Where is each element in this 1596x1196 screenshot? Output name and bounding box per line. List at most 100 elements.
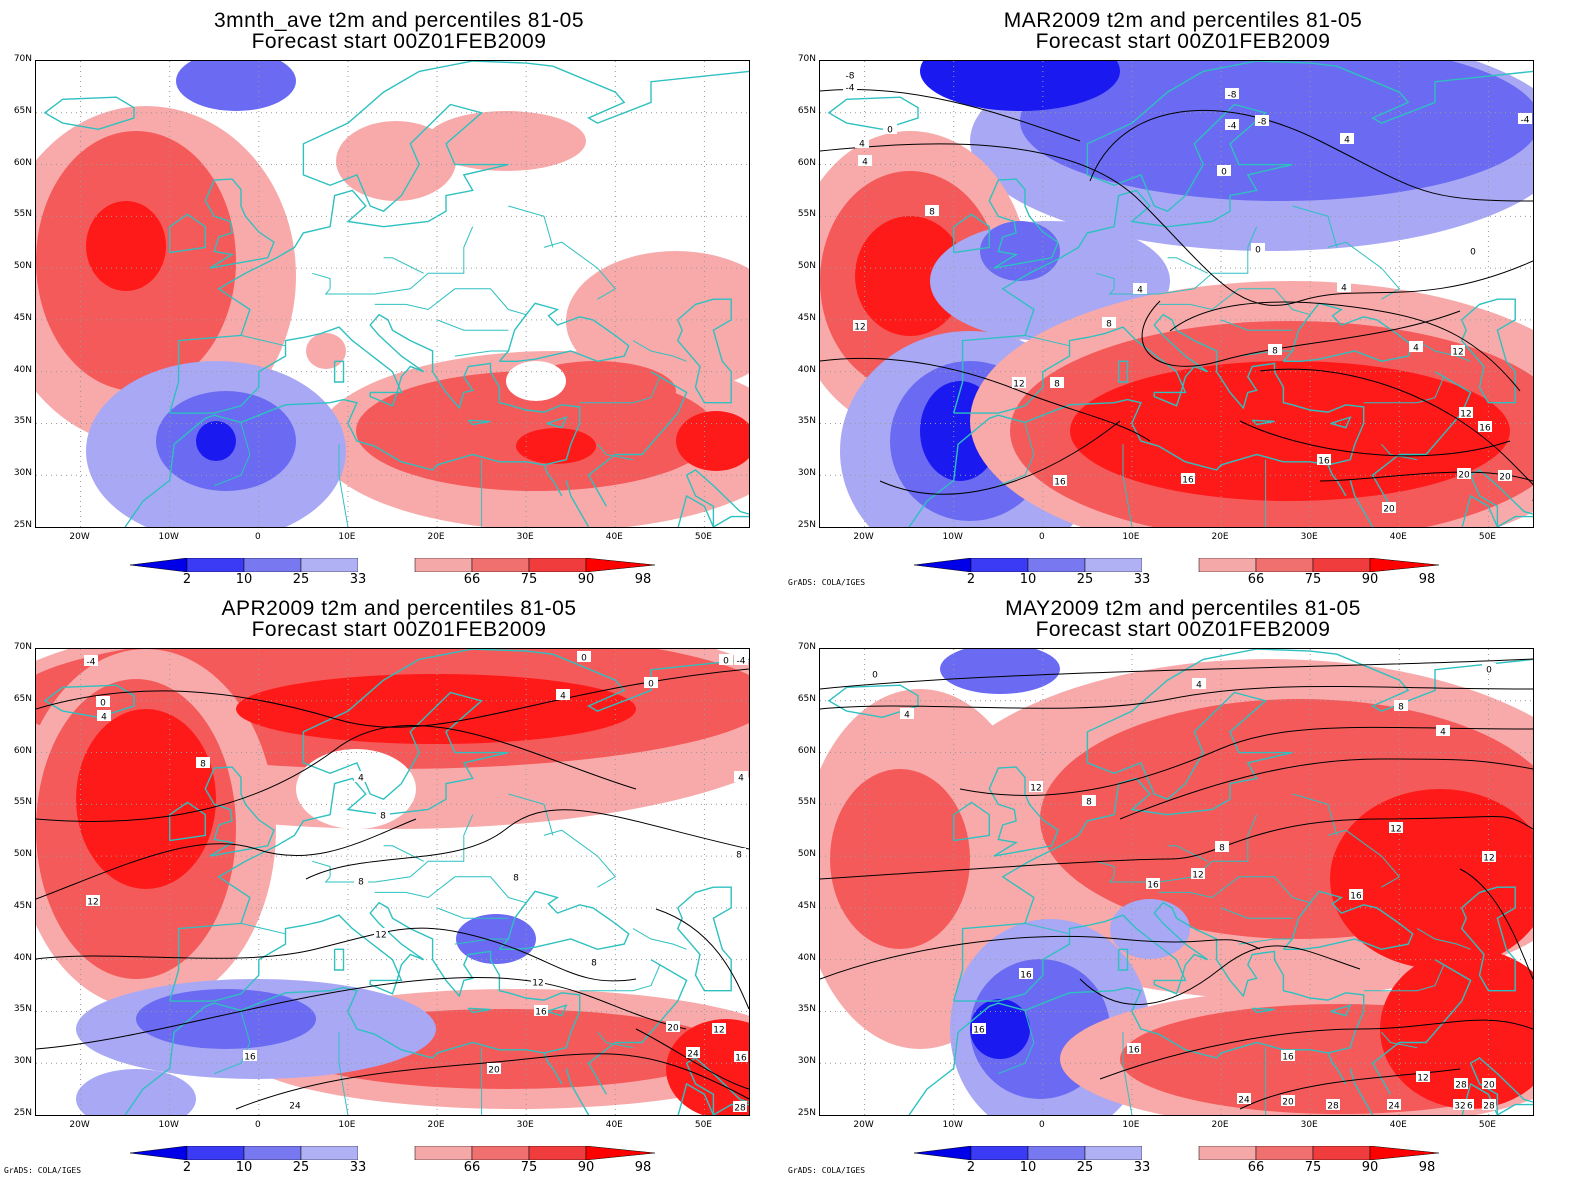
lat-tick-label: 50N [797,849,816,860]
contour-label: 4 [859,140,865,150]
lon-tick-label: 50E [694,1120,712,1130]
isotherm-line [1089,109,1533,202]
coastline [677,1082,715,1115]
contour-label-bg [1482,1099,1496,1110]
contour-label: 0 [872,671,878,681]
coastline [565,1068,590,1115]
contour-label-bg [531,976,545,987]
colorbar-label: 75 [1304,572,1322,587]
contour-label: 12 [1417,1074,1428,1084]
coastline [1251,1007,1275,1014]
isotherm-line [36,976,687,1050]
panel-apr2009: APR2009 t2m and percentiles 81-05 Foreca… [0,588,798,1186]
isotherm-line [1141,300,1461,367]
coastline [908,313,1365,527]
colorbar: 2 10 25 33 66 75 90 98 [914,558,1439,588]
coastline [1371,371,1472,507]
isotherm-line [36,725,637,822]
border-line [1096,860,1115,877]
cold-anomaly [196,421,236,461]
colorbar-label: 75 [520,572,538,587]
panel-title-line2: Forecast start 00Z01FEB2009 [251,30,547,53]
contour-label: -8 [1258,118,1267,128]
border-line [1167,845,1208,862]
coastline-group [43,61,749,527]
contour-label: 0 [1255,246,1261,256]
coastline [827,96,919,131]
colorbar-swatch [1255,558,1314,572]
coastline [467,419,491,426]
lon-tick-label: 10E [1122,1120,1140,1130]
border-line [374,876,527,904]
contour-label-bg [972,1023,986,1034]
colorbar-label: 98 [634,1160,652,1175]
map-canvas: -8 -4 0 4 4 -8 -8 -4 0 4 8 12 4 0 -4 0 4 4 8 12 8 12 16 16 16 20 2… [820,61,1533,527]
lat-tick-label: 35N [797,1004,816,1015]
coastline-group [43,649,749,1115]
colorbar-swatch [970,558,1029,572]
contour-label-bg [1251,243,1265,254]
contour-label-bg [858,155,872,166]
border-line [1158,876,1311,904]
lat-tick-label: 50N [13,849,32,860]
map-canvas: 0 4 4 4 8 8 8 12 12 12 16 12 16 16 16 16 16 12 24 16 20 28 24 2… [820,649,1533,1115]
coastline [587,371,688,507]
colorbar-label: 98 [1418,1160,1436,1175]
contour-label-bg [732,848,746,859]
border-line [998,1011,1035,1075]
contour-label-bg [1237,1093,1251,1104]
coastline [333,948,345,971]
contour-label-bg [1382,502,1396,513]
border-line [312,272,331,289]
lat-tick-label: 25N [797,520,816,530]
isotherm-line [820,935,1261,980]
lon-tick-label: 0 [254,532,261,542]
coastline [952,213,991,254]
contour-label-bg [1281,1095,1295,1106]
warm-anomaly [676,411,749,471]
coastline [498,890,630,951]
contour-label-bg [1181,473,1195,484]
colorbar-arrow-high [1369,1146,1439,1160]
colorbar-swatch [1027,1146,1086,1160]
contour-label-bg [509,871,523,882]
border-line [338,444,349,527]
border-line [1416,340,1471,362]
colorbar-label: 25 [292,1160,310,1175]
isotherm-line [879,420,1121,495]
lat-tick-label: 30N [13,1056,32,1067]
border-line [1108,226,1258,295]
contour-label-bg [1225,88,1239,99]
isotherm-line [820,88,1081,142]
coastline [1469,469,1533,527]
coastline [1330,1004,1352,1017]
map-canvas [36,61,749,527]
colorbar-label: 2 [182,1160,192,1175]
contour-label: 16 [1147,881,1159,891]
colorbar-label: 10 [235,572,253,587]
contour-label-bg [843,81,857,92]
lat-tick-label: 55N [797,209,816,220]
isotherm-line [1169,301,1521,392]
contour-label: 8 [358,878,364,888]
contour-label: 0 [887,126,893,136]
contour-label: -4 [87,658,96,668]
warm-anomaly [336,121,456,201]
coastline [565,480,590,527]
contour-label: 20 [1383,505,1395,515]
coastline [676,886,732,992]
colorbar-swatch [358,558,415,572]
contour-label: 8 [380,812,386,822]
contour-label-bg [534,1005,548,1016]
contour-label: 4 [1413,344,1419,354]
contour-label: 28 [1455,1081,1467,1091]
warm-anomaly [516,428,596,464]
colorbar-swatch [243,558,302,572]
lon-tick-label: 10W [942,1120,963,1130]
panel-title-line2: Forecast start 00Z01FEB2009 [251,618,547,641]
map-area: -4 0 4 0 0 0 -4 4 8 4 4 8 8 8 12 12 8 12 16 20 16 24 20 24 12 16 2… [35,648,750,1116]
contour-label: 0 [581,654,587,664]
contour-label-bg [1518,113,1532,124]
border-line [1220,907,1293,919]
colorbar-label: 25 [1076,572,1094,587]
